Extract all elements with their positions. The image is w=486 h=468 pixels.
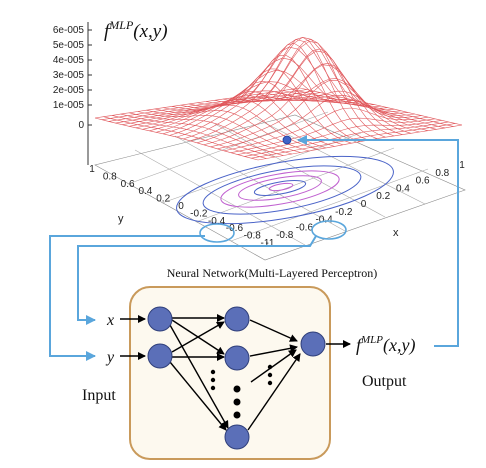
mesh-line [196,50,402,144]
x-tick-label: 0.6 [416,176,430,187]
mesh-line [203,64,409,146]
y-axis-label: y [118,213,124,225]
network-connections [169,314,351,431]
z-axis: 6e-005 5e-005 4e-005 3e-005 2e-005 1e-005 0 [53,22,92,165]
y-tick-label: 0 [178,201,184,212]
x-tick-label: 0 [361,199,367,210]
z-tick-label: 2e-005 [53,85,85,96]
sample-point [282,135,292,145]
floor-grid [94,111,466,261]
y-tick-label: 0.4 [138,186,152,197]
mesh-line [299,87,463,126]
y-tick-label: 0.2 [156,194,170,205]
mesh-line [282,90,446,129]
hidden-node-2 [224,345,250,371]
y-tick-label: -0.6 [226,223,244,234]
z-tick-label: 1e-005 [53,100,85,111]
hidden-node-1 [224,306,250,332]
input-node-x [147,306,173,332]
x-tick-label: -1 [261,238,270,249]
mesh-line [237,120,442,155]
network-nodes [147,306,326,450]
z-tick-label: 4e-005 [53,55,85,66]
z-tick-label: 0 [78,120,84,131]
z-tick-label: 6e-005 [53,25,85,36]
input-label-y: y [105,349,115,366]
surface-mesh [94,36,463,161]
mesh-line [94,117,259,161]
mesh-line [137,111,301,153]
y-tick-label: 1 [89,164,95,175]
network-box [129,286,331,460]
ellipsis-dots [210,364,273,419]
input-label-x: x [106,312,114,329]
hidden-node-3 [224,424,250,450]
surface-plot: 6e-005 5e-005 4e-005 3e-005 2e-005 1e-005 0 fM… [53,18,466,261]
neural-network: Neural Network(Multi-Layered Perceptron) [82,266,415,460]
output-node [300,331,326,357]
z-tick-label: 5e-005 [53,40,85,51]
network-title: Neural Network(Multi-Layered Perceptron) [167,266,378,280]
floor-contours [176,155,394,225]
mesh-line [274,91,437,130]
x-tick-label: 0.8 [435,168,449,179]
x-tick-label: -0.2 [335,207,353,218]
y-tick-label: 0.6 [121,179,135,190]
output-label: fMLP(x,y) [356,334,415,356]
x-tick-label: -0.6 [296,222,314,233]
function-label: fMLP(x,y) [104,18,168,42]
x-tick-label: 0.4 [396,183,410,194]
highlight-x-value [311,220,347,240]
y-tick-label: -1 [266,238,275,249]
x-tick-label: -0.4 [315,215,333,226]
y-tick-label: -0.2 [190,208,208,219]
x-tick-label: 1 [459,160,465,171]
y-tick-label: 0.8 [103,171,117,182]
output-caption: Output [362,373,407,390]
highlight-y-value [199,223,235,243]
y-tick-label: -0.8 [244,231,262,242]
y-axis: 10.80.60.40.20-0.2-0.4-0.6-0.8-1 [89,164,275,249]
x-tick-label: -0.8 [276,230,294,241]
x-axis: -1-0.8-0.6-0.4-0.200.20.40.60.81 [261,160,466,249]
y-tick-label: -0.4 [208,216,226,227]
mesh-line [230,117,436,153]
input-node-y [147,343,173,369]
connector-arrows [49,135,459,361]
x-tick-label: 0.2 [376,191,390,202]
input-arrows [120,315,146,360]
x-axis-label: x [393,227,399,239]
z-tick-label: 3e-005 [53,70,85,81]
mesh-line [244,121,449,157]
mesh-line [291,88,454,127]
mesh-line [257,124,463,161]
input-caption: Input [82,387,116,404]
